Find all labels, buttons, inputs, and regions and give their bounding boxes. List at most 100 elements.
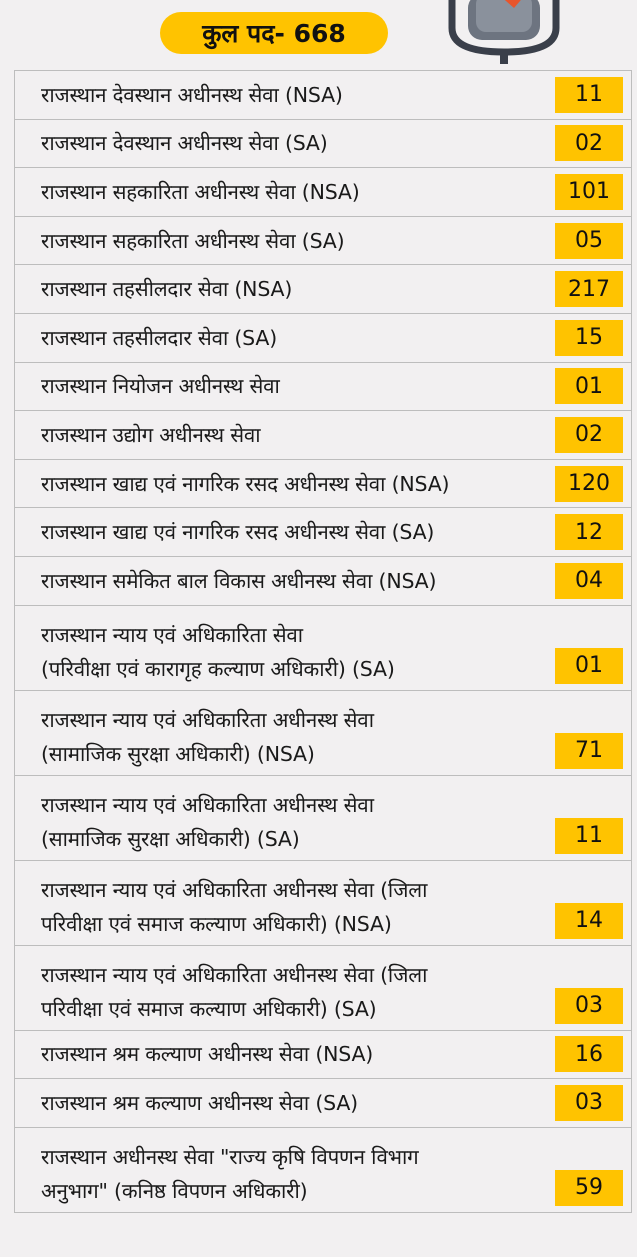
post-count-cell: 101	[554, 168, 631, 216]
service-name-line: राजस्थान खाद्य एवं नागरिक रसद अधीनस्थ से…	[41, 520, 435, 545]
post-count: 59	[555, 1169, 623, 1206]
service-name-line: परिवीक्षा एवं समाज कल्याण अधिकारी) (NSA)	[41, 911, 392, 936]
post-count-cell: 16	[554, 1031, 631, 1079]
post-count-cell: 120	[554, 460, 631, 508]
service-name-line: राजस्थान खाद्य एवं नागरिक रसद अधीनस्थ से…	[41, 471, 450, 496]
service-name-line: राजस्थान सहकारिता अधीनस्थ सेवा (NSA)	[41, 179, 360, 204]
service-name-line: राजस्थान न्याय एवं अधिकारिता सेवा	[41, 622, 303, 647]
post-count: 02	[555, 125, 623, 162]
post-count: 12	[555, 514, 623, 551]
post-count: 217	[555, 271, 623, 308]
service-name-line: राजस्थान न्याय एवं अधिकारिता अधीनस्थ सेव…	[41, 962, 428, 987]
service-name-line: राजस्थान देवस्थान अधीनस्थ सेवा (SA)	[41, 131, 328, 156]
post-count: 11	[555, 76, 623, 113]
service-name: राजस्थान अधीनस्थ सेवा "राज्य कृषि विपणन …	[15, 1128, 554, 1212]
post-count: 01	[555, 368, 623, 405]
service-name-line: राजस्थान न्याय एवं अधिकारिता अधीनस्थ सेव…	[41, 792, 374, 817]
service-name-line: राजस्थान तहसीलदार सेवा (NSA)	[41, 277, 293, 302]
post-count: 01	[555, 647, 623, 684]
post-count-cell: 217	[554, 265, 631, 313]
service-name: राजस्थान खाद्य एवं नागरिक रसद अधीनस्थ से…	[15, 460, 554, 508]
table-row: राजस्थान श्रम कल्याण अधीनस्थ सेवा (SA) 03	[15, 1079, 631, 1128]
service-name: राजस्थान समेकित बाल विकास अधीनस्थ सेवा (…	[15, 557, 554, 605]
service-name: राजस्थान देवस्थान अधीनस्थ सेवा (NSA)	[15, 71, 554, 119]
table-row: राजस्थान न्याय एवं अधिकारिता अधीनस्थ सेव…	[15, 946, 631, 1031]
post-count-cell: 03	[554, 1079, 631, 1127]
post-count: 101	[555, 173, 623, 210]
table-row: राजस्थान समेकित बाल विकास अधीनस्थ सेवा (…	[15, 557, 631, 606]
service-name-line: राजस्थान अधीनस्थ सेवा "राज्य कृषि विपणन …	[41, 1144, 419, 1169]
service-name: राजस्थान श्रम कल्याण अधीनस्थ सेवा (SA)	[15, 1079, 554, 1127]
service-name-line: राजस्थान श्रम कल्याण अधीनस्थ सेवा (NSA)	[41, 1042, 374, 1067]
post-count-cell: 01	[554, 606, 631, 690]
post-count-cell: 12	[554, 508, 631, 556]
service-name-line: राजस्थान श्रम कल्याण अधीनस्थ सेवा (SA)	[41, 1090, 358, 1115]
post-count: 03	[555, 1084, 623, 1121]
post-count-cell: 02	[554, 120, 631, 168]
table-row: राजस्थान सहकारिता अधीनस्थ सेवा (SA) 05	[15, 217, 631, 266]
post-count: 04	[555, 562, 623, 599]
post-count-cell: 05	[554, 217, 631, 265]
table-row: राजस्थान न्याय एवं अधिकारिता अधीनस्थ सेव…	[15, 691, 631, 776]
post-count: 71	[555, 732, 623, 769]
header: कुल पद- 668	[0, 0, 637, 66]
post-count-cell: 15	[554, 314, 631, 362]
post-count: 11	[555, 817, 623, 854]
service-name-line: राजस्थान तहसीलदार सेवा (SA)	[41, 325, 277, 350]
table-row: राजस्थान श्रम कल्याण अधीनस्थ सेवा (NSA) 1…	[15, 1031, 631, 1080]
service-name: राजस्थान सहकारिता अधीनस्थ सेवा (SA)	[15, 217, 554, 265]
table-row: राजस्थान अधीनस्थ सेवा "राज्य कृषि विपणन …	[15, 1128, 631, 1213]
post-count: 14	[555, 902, 623, 939]
table-row: राजस्थान खाद्य एवं नागरिक रसद अधीनस्थ से…	[15, 460, 631, 509]
table-row: राजस्थान देवस्थान अधीनस्थ सेवा (NSA) 11	[15, 71, 631, 120]
service-name-line: राजस्थान न्याय एवं अधिकारिता अधीनस्थ सेव…	[41, 877, 428, 902]
service-name-line: राजस्थान न्याय एवं अधिकारिता अधीनस्थ सेव…	[41, 707, 374, 732]
service-name-line: (परिवीक्षा एवं कारागृह कल्याण अधिकारी) (…	[41, 656, 395, 681]
service-name: राजस्थान श्रम कल्याण अधीनस्थ सेवा (NSA)	[15, 1031, 554, 1079]
service-name-line: राजस्थान समेकित बाल विकास अधीनस्थ सेवा (…	[41, 568, 437, 593]
post-count: 15	[555, 319, 623, 356]
post-count-cell: 04	[554, 557, 631, 605]
service-name-line: राजस्थान नियोजन अधीनस्थ सेवा	[41, 374, 280, 399]
service-name-line: (सामाजिक सुरक्षा अधिकारी) (NSA)	[41, 741, 315, 766]
service-name-line: अनुभाग" (कनिष्ठ विपणन अधिकारी)	[41, 1178, 308, 1203]
service-name-line: राजस्थान उद्योग अधीनस्थ सेवा	[41, 422, 261, 447]
post-count-cell: 14	[554, 861, 631, 945]
service-name: राजस्थान सहकारिता अधीनस्थ सेवा (NSA)	[15, 168, 554, 216]
post-count-cell: 11	[554, 71, 631, 119]
service-name: राजस्थान नियोजन अधीनस्थ सेवा	[15, 363, 554, 411]
microphone-icon	[448, 0, 560, 64]
table-row: राजस्थान तहसीलदार सेवा (SA) 15	[15, 314, 631, 363]
post-count-cell: 11	[554, 776, 631, 860]
service-name-line: राजस्थान सहकारिता अधीनस्थ सेवा (SA)	[41, 228, 345, 253]
post-count-cell: 71	[554, 691, 631, 775]
service-name: राजस्थान खाद्य एवं नागरिक रसद अधीनस्थ से…	[15, 508, 554, 556]
service-name: राजस्थान न्याय एवं अधिकारिता सेवा (परिवीक…	[15, 606, 554, 690]
service-name: राजस्थान न्याय एवं अधिकारिता अधीनस्थ सेव…	[15, 691, 554, 775]
table-row: राजस्थान सहकारिता अधीनस्थ सेवा (NSA) 101	[15, 168, 631, 217]
post-count: 120	[555, 465, 623, 502]
service-name-line: राजस्थान देवस्थान अधीनस्थ सेवा (NSA)	[41, 82, 343, 107]
service-name-line: (सामाजिक सुरक्षा अधिकारी) (SA)	[41, 826, 300, 851]
service-name: राजस्थान देवस्थान अधीनस्थ सेवा (SA)	[15, 120, 554, 168]
service-name: राजस्थान न्याय एवं अधिकारिता अधीनस्थ सेव…	[15, 861, 554, 945]
post-count-cell: 59	[554, 1128, 631, 1212]
service-name: राजस्थान न्याय एवं अधिकारिता अधीनस्थ सेव…	[15, 946, 554, 1030]
service-name-line: परिवीक्षा एवं समाज कल्याण अधिकारी) (SA)	[41, 996, 377, 1021]
post-count-cell: 01	[554, 363, 631, 411]
table-row: राजस्थान खाद्य एवं नागरिक रसद अधीनस्थ से…	[15, 508, 631, 557]
posts-table: राजस्थान देवस्थान अधीनस्थ सेवा (NSA) 11 रा…	[14, 70, 632, 1213]
post-count: 16	[555, 1036, 623, 1073]
post-count: 03	[555, 987, 623, 1024]
post-count-cell: 02	[554, 411, 631, 459]
service-name: राजस्थान तहसीलदार सेवा (NSA)	[15, 265, 554, 313]
post-count-cell: 03	[554, 946, 631, 1030]
table-row: राजस्थान उद्योग अधीनस्थ सेवा 02	[15, 411, 631, 460]
total-posts-badge: कुल पद- 668	[160, 12, 388, 54]
table-row: राजस्थान न्याय एवं अधिकारिता अधीनस्थ सेव…	[15, 776, 631, 861]
table-row: राजस्थान नियोजन अधीनस्थ सेवा 01	[15, 363, 631, 412]
service-name: राजस्थान तहसीलदार सेवा (SA)	[15, 314, 554, 362]
table-row: राजस्थान देवस्थान अधीनस्थ सेवा (SA) 02	[15, 120, 631, 169]
service-name: राजस्थान न्याय एवं अधिकारिता अधीनस्थ सेव…	[15, 776, 554, 860]
table-row: राजस्थान न्याय एवं अधिकारिता सेवा (परिवीक…	[15, 606, 631, 691]
